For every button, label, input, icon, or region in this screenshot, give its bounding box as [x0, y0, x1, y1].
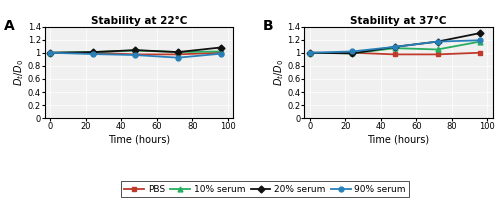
X-axis label: Time (hours): Time (hours): [108, 134, 170, 144]
Y-axis label: $D_t/D_0$: $D_t/D_0$: [272, 59, 285, 86]
X-axis label: Time (hours): Time (hours): [368, 134, 430, 144]
Title: Stability at 22°C: Stability at 22°C: [91, 16, 187, 26]
Legend: PBS, 10% serum, 20% serum, 90% serum: PBS, 10% serum, 20% serum, 90% serum: [120, 181, 410, 197]
Text: A: A: [4, 19, 15, 33]
Text: B: B: [263, 19, 274, 33]
Y-axis label: $D_t/D_0$: $D_t/D_0$: [12, 59, 26, 86]
Title: Stability at 37°C: Stability at 37°C: [350, 16, 446, 26]
